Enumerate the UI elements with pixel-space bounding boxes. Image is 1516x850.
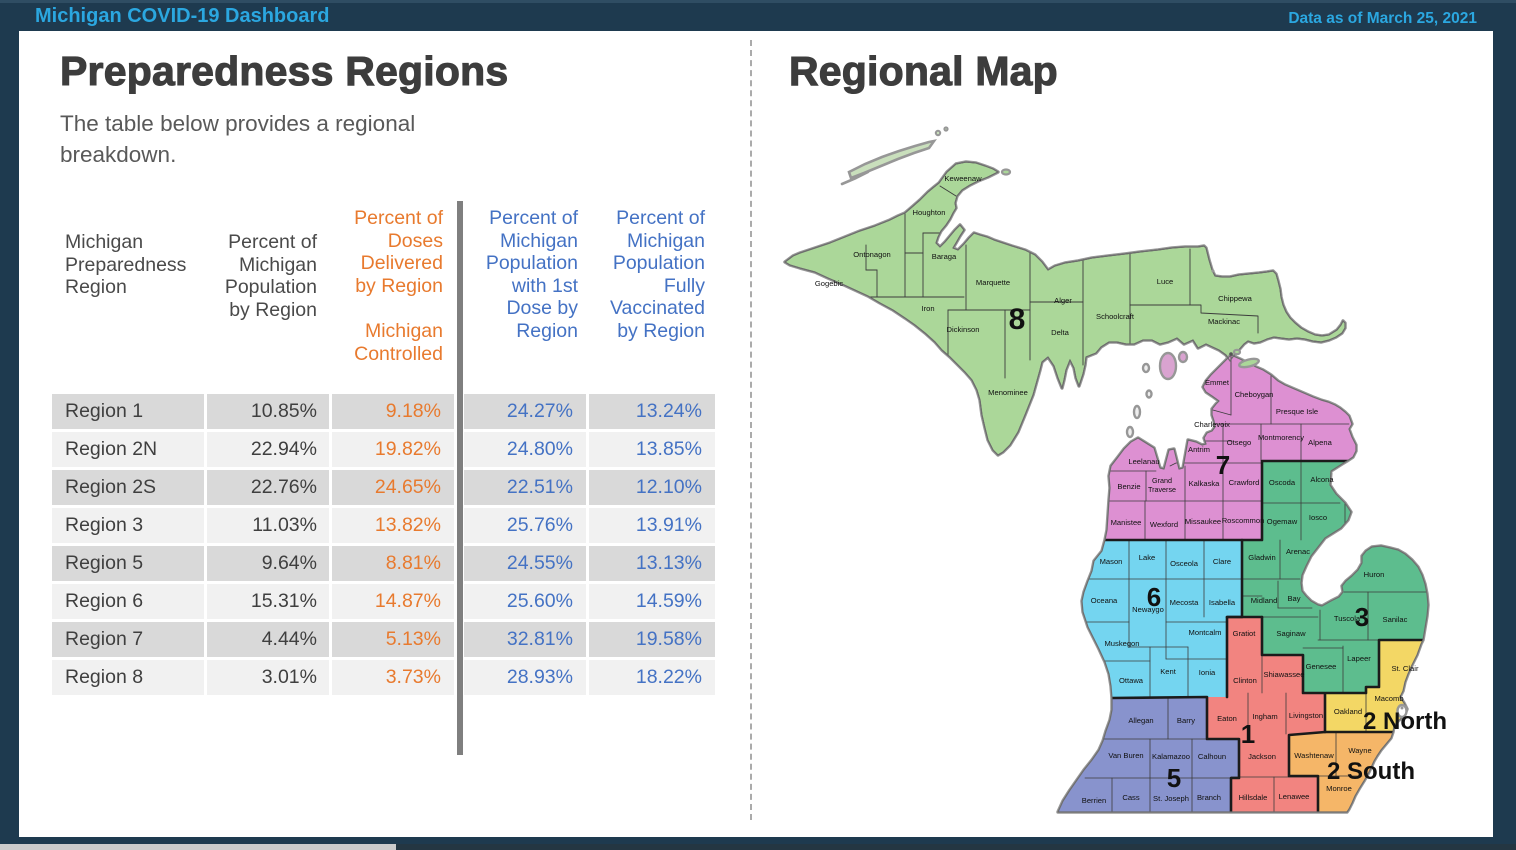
- svg-text:Jackson: Jackson: [1248, 752, 1276, 761]
- svg-text:Osceola: Osceola: [1170, 559, 1199, 568]
- svg-text:Genesee: Genesee: [1306, 662, 1337, 671]
- svg-text:Saginaw: Saginaw: [1276, 629, 1306, 638]
- svg-text:Otsego: Otsego: [1227, 438, 1251, 447]
- svg-text:Huron: Huron: [1364, 570, 1385, 579]
- svg-text:2 North: 2 North: [1363, 708, 1447, 735]
- svg-text:Oscoda: Oscoda: [1269, 478, 1296, 487]
- svg-text:Hillsdale: Hillsdale: [1239, 793, 1268, 802]
- svg-text:Traverse: Traverse: [1148, 485, 1176, 494]
- svg-text:Wayne: Wayne: [1348, 746, 1371, 755]
- svg-text:Keweenaw: Keweenaw: [944, 174, 982, 183]
- svg-text:7: 7: [1216, 450, 1230, 480]
- svg-text:Ottawa: Ottawa: [1119, 676, 1144, 685]
- svg-text:Roscommon: Roscommon: [1222, 516, 1265, 525]
- svg-text:Manistee: Manistee: [1111, 518, 1142, 527]
- svg-text:Emmet: Emmet: [1205, 378, 1230, 387]
- svg-text:Lenawee: Lenawee: [1279, 792, 1310, 801]
- svg-text:Kalkaska: Kalkaska: [1189, 479, 1221, 488]
- svg-text:Antrim: Antrim: [1188, 445, 1210, 454]
- svg-text:Van Buren: Van Buren: [1108, 751, 1143, 760]
- svg-text:Gogebic: Gogebic: [815, 279, 843, 288]
- svg-text:Alpena: Alpena: [1308, 438, 1332, 447]
- svg-text:Delta: Delta: [1051, 328, 1070, 337]
- svg-text:Newaygo: Newaygo: [1132, 605, 1164, 614]
- svg-text:Washtenaw: Washtenaw: [1294, 751, 1334, 760]
- svg-text:Iron: Iron: [921, 304, 934, 313]
- svg-text:Lapeer: Lapeer: [1347, 654, 1371, 663]
- svg-text:Shiawassee: Shiawassee: [1264, 670, 1305, 679]
- svg-text:Calhoun: Calhoun: [1198, 752, 1226, 761]
- svg-text:Kalamazoo: Kalamazoo: [1152, 752, 1190, 761]
- svg-text:Muskegon: Muskegon: [1104, 639, 1139, 648]
- svg-text:Barry: Barry: [1177, 716, 1195, 725]
- svg-text:Livingston: Livingston: [1289, 711, 1323, 720]
- svg-text:Mackinac: Mackinac: [1208, 317, 1240, 326]
- svg-text:Macomb: Macomb: [1374, 694, 1403, 703]
- svg-text:Arenac: Arenac: [1286, 547, 1310, 556]
- svg-text:St. Joseph: St. Joseph: [1153, 794, 1189, 803]
- svg-text:Ontonagon: Ontonagon: [853, 250, 891, 259]
- svg-text:Alger: Alger: [1054, 296, 1072, 305]
- svg-text:6: 6: [1147, 582, 1161, 612]
- svg-text:Ionia: Ionia: [1199, 668, 1216, 677]
- svg-text:Oakland: Oakland: [1334, 707, 1362, 716]
- svg-text:Clinton: Clinton: [1233, 676, 1257, 685]
- svg-text:Ogemaw: Ogemaw: [1267, 517, 1298, 526]
- svg-text:Chippewa: Chippewa: [1218, 294, 1253, 303]
- svg-text:8: 8: [1009, 303, 1026, 336]
- svg-text:Ingham: Ingham: [1252, 712, 1277, 721]
- svg-text:Presque Isle: Presque Isle: [1276, 407, 1318, 416]
- svg-text:Berrien: Berrien: [1082, 796, 1106, 805]
- svg-text:Alcona: Alcona: [1310, 475, 1334, 484]
- svg-text:Bay: Bay: [1287, 594, 1300, 603]
- svg-text:3: 3: [1355, 602, 1369, 632]
- svg-text:St. Clair: St. Clair: [1391, 664, 1418, 673]
- svg-text:Menominee: Menominee: [988, 388, 1028, 397]
- svg-text:Iosco: Iosco: [1309, 513, 1327, 522]
- svg-text:Monroe: Monroe: [1326, 784, 1352, 793]
- svg-text:Midland: Midland: [1251, 596, 1278, 605]
- svg-text:Montmorency: Montmorency: [1258, 433, 1304, 442]
- svg-text:Eaton: Eaton: [1217, 714, 1237, 723]
- svg-text:Missaukee: Missaukee: [1185, 517, 1221, 526]
- svg-text:2 South: 2 South: [1327, 758, 1415, 785]
- svg-text:Benzie: Benzie: [1117, 482, 1140, 491]
- svg-text:Kent: Kent: [1160, 667, 1177, 676]
- svg-text:Luce: Luce: [1157, 277, 1173, 286]
- svg-text:Lake: Lake: [1139, 553, 1155, 562]
- svg-text:5: 5: [1167, 763, 1181, 793]
- svg-text:Mecosta: Mecosta: [1170, 598, 1199, 607]
- svg-text:1: 1: [1241, 719, 1255, 749]
- svg-text:Crawford: Crawford: [1229, 478, 1260, 487]
- svg-text:Gratiot: Gratiot: [1233, 629, 1257, 638]
- svg-text:Cheboygan: Cheboygan: [1235, 390, 1274, 399]
- svg-text:Mason: Mason: [1100, 557, 1123, 566]
- svg-text:Schoolcraft: Schoolcraft: [1096, 312, 1135, 321]
- svg-text:Baraga: Baraga: [932, 252, 957, 261]
- svg-text:Sanilac: Sanilac: [1383, 615, 1408, 624]
- svg-text:Allegan: Allegan: [1128, 716, 1153, 725]
- svg-text:Clare: Clare: [1213, 557, 1231, 566]
- svg-text:Branch: Branch: [1197, 793, 1221, 802]
- svg-text:Cass: Cass: [1122, 793, 1140, 802]
- svg-text:Charlevoix: Charlevoix: [1194, 420, 1230, 429]
- svg-text:Gladwin: Gladwin: [1248, 553, 1275, 562]
- svg-text:Tuscola: Tuscola: [1334, 614, 1361, 623]
- svg-text:Grand: Grand: [1152, 476, 1172, 485]
- svg-text:Wexford: Wexford: [1150, 520, 1178, 529]
- svg-text:Isabella: Isabella: [1209, 598, 1236, 607]
- svg-text:Leelanau: Leelanau: [1128, 457, 1159, 466]
- svg-text:Houghton: Houghton: [913, 208, 946, 217]
- svg-text:Oceana: Oceana: [1091, 596, 1118, 605]
- svg-text:Marquette: Marquette: [976, 278, 1010, 287]
- svg-text:Montcalm: Montcalm: [1189, 628, 1222, 637]
- svg-text:Dickinson: Dickinson: [947, 325, 980, 334]
